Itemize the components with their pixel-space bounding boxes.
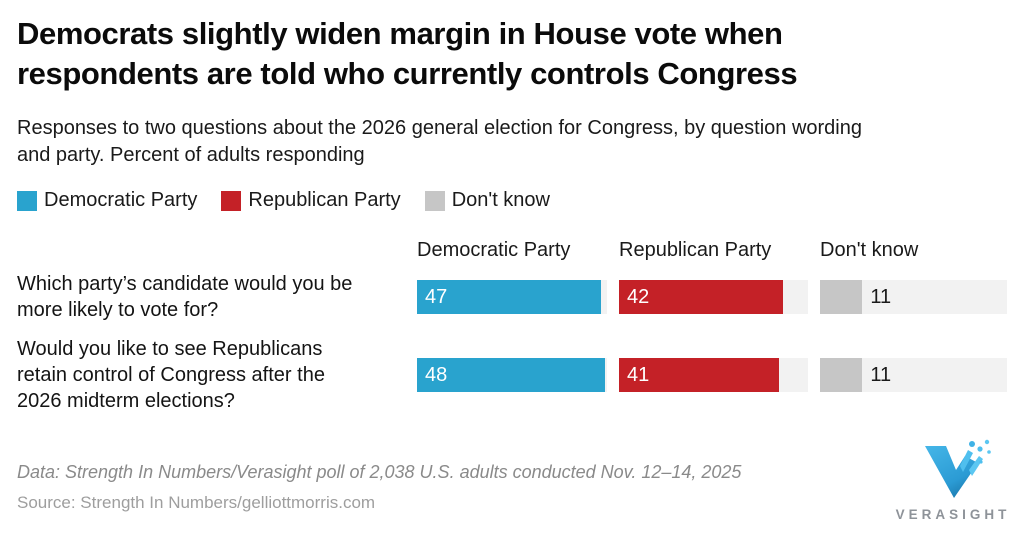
- verasight-v-icon: [925, 439, 991, 498]
- verasight-wordmark: VERASIGHT: [895, 507, 1011, 522]
- bar-dont-know-q2: [820, 358, 863, 392]
- chart-title: Democrats slightly widen margin in House…: [17, 14, 1007, 94]
- legend-label-republican: Republican Party: [248, 189, 401, 211]
- column-header-republican: Republican Party: [619, 239, 772, 261]
- bar-democratic-q2: 48: [417, 358, 606, 392]
- bar-track-dont-know-q2: 11: [820, 358, 1007, 392]
- chart-subtitle-line-2: and party. Percent of adults responding: [17, 144, 365, 166]
- bar-value-republican-q2: 41: [627, 364, 650, 386]
- footer: Data: Strength In Numbers/Verasight poll…: [17, 461, 1007, 513]
- legend-item-republican: Republican Party: [221, 189, 401, 212]
- question-q1-line-2: more likely to vote for?: [17, 299, 219, 321]
- table-row-q2: Would you like to see Republicans retain…: [17, 336, 1007, 414]
- chart-subtitle-line-1: Responses to two questions about the 202…: [17, 117, 862, 139]
- bar-republican-q1: 42: [619, 280, 783, 314]
- question-q1: Which party’s candidate would you be mor…: [17, 271, 405, 323]
- bar-track-democratic-q2: 48: [417, 358, 607, 392]
- legend-swatch-democratic: [17, 190, 37, 211]
- bar-value-democratic-q2: 48: [425, 364, 448, 386]
- legend-item-democratic: Democratic Party: [17, 189, 197, 212]
- bar-track-republican-q2: 41: [619, 358, 808, 392]
- bar-value-republican-q1: 42: [627, 286, 650, 308]
- column-header-dont-know: Don't know: [820, 239, 919, 261]
- question-q1-line-1: Which party’s candidate would you be: [17, 273, 353, 295]
- legend-swatch-republican: [221, 190, 242, 211]
- bar-track-democratic-q1: 47: [417, 280, 607, 314]
- bar-track-dont-know-q1: 11: [820, 280, 1007, 314]
- bar-democratic-q1: 47: [417, 280, 602, 314]
- legend-item-dont-know: Don't know: [424, 189, 550, 212]
- legend-label-democratic: Democratic Party: [44, 189, 198, 211]
- table-row-q1: Which party’s candidate would you be mor…: [17, 271, 1007, 323]
- question-q2-line-2: retain control of Congress after the: [17, 364, 325, 386]
- legend-swatch-dont-know: [424, 190, 445, 211]
- chart-title-line-2: respondents are told who currently contr…: [17, 56, 798, 91]
- bar-value-democratic-q1: 47: [425, 286, 448, 308]
- legend: Democratic Party Republican Party Don't …: [17, 189, 1007, 212]
- legend-label-dont-know: Don't know: [451, 189, 550, 211]
- bar-value-dont-know-q2: 11: [870, 364, 892, 386]
- question-q2: Would you like to see Republicans retain…: [17, 336, 405, 414]
- column-header-democratic: Democratic Party: [417, 239, 571, 261]
- bar-republican-q2: 41: [619, 358, 779, 392]
- data-note: Data: Strength In Numbers/Verasight poll…: [17, 462, 742, 482]
- source-note: Source: Strength In Numbers/gelliottmorr…: [17, 493, 376, 512]
- verasight-logo: VERASIGHT: [892, 436, 1014, 522]
- bar-value-dont-know-q1: 11: [870, 286, 892, 308]
- bar-dont-know-q1: [820, 280, 863, 314]
- column-header-row: Democratic Party Republican Party Don't …: [17, 239, 1007, 262]
- question-q2-line-1: Would you like to see Republicans: [17, 338, 323, 360]
- chart-subtitle: Responses to two questions about the 202…: [17, 115, 1007, 169]
- chart-title-line-1: Democrats slightly widen margin in House…: [17, 16, 783, 51]
- question-q2-line-3: 2026 midterm elections?: [17, 390, 235, 412]
- bar-track-republican-q1: 42: [619, 280, 808, 314]
